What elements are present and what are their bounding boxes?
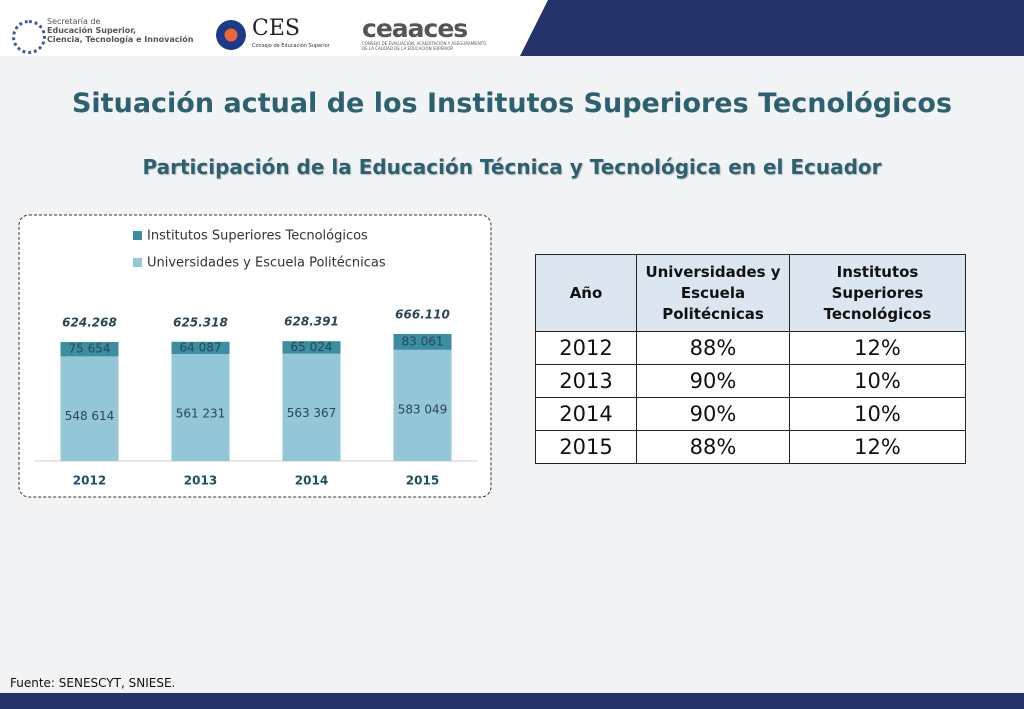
logo-text: Consejo de Educación Superior (252, 43, 330, 49)
logo-icon (216, 20, 246, 50)
logo-ces: CES (252, 16, 300, 41)
legend-swatch (133, 231, 142, 240)
footer-band (0, 693, 1024, 709)
data-table: Año Universidades y Escuela Politécnicas… (535, 254, 966, 464)
table-row: 2013 90% 10% (535, 364, 966, 398)
logo-icon (12, 20, 46, 54)
logo-ceaaces: ceaaces (362, 14, 468, 43)
x-tick-label: 2015 (406, 474, 439, 488)
title: Situación actual de los Institutos Super… (71, 88, 953, 119)
legend-swatch (133, 258, 142, 267)
total-label: 666.110 (395, 308, 450, 322)
cell: 2013 (535, 364, 637, 398)
logo-text: CONSEJO DE EVALUACIÓN, ACREDITACIÓN Y AS… (362, 41, 487, 51)
table-row: 2012 88% 12% (535, 331, 966, 365)
table-row: 2014 90% 10% (535, 397, 966, 431)
x-tick-label: 2014 (295, 474, 328, 488)
value-label: 561 231 (176, 406, 226, 420)
x-tick-label: 2012 (73, 474, 106, 488)
subtitle: Participación de la Educación Técnica y … (142, 155, 882, 179)
value-label: 64 087 (180, 340, 222, 354)
value-label: 548 614 (65, 409, 115, 423)
cell: 2012 (535, 331, 637, 365)
logo-text: Educación Superior, (47, 26, 137, 36)
cell: 88% (636, 331, 790, 365)
logo-text: Secretaría de (47, 17, 101, 26)
cell: 12% (789, 430, 966, 464)
header-accent (520, 0, 1024, 56)
bar-segment (171, 353, 230, 461)
cell: 90% (636, 397, 790, 431)
bar-segment (60, 341, 119, 357)
header-cell: Institutos Superiores Tecnológicos (789, 254, 966, 332)
cell: 90% (636, 364, 790, 398)
cell: 88% (636, 430, 790, 464)
x-tick-label: 2013 (184, 474, 217, 488)
bar-segment (171, 341, 230, 354)
source-note: Fuente: SENESCYT, SNIESE. (10, 676, 176, 690)
table-header: Año Universidades y Escuela Politécnicas… (535, 254, 966, 332)
value-label: 583 049 (398, 402, 448, 416)
value-label: 75 654 (69, 342, 111, 356)
logo-senescyt: Secretaría de Educación Superior, Cienci… (47, 17, 193, 45)
cell: 2014 (535, 397, 637, 431)
legend-label: Institutos Superiores Tecnológicos (147, 229, 368, 244)
cell: 2015 (535, 430, 637, 464)
logo-text: Ciencia, Tecnología e Innovación (47, 35, 194, 45)
cell: 10% (789, 397, 966, 431)
chart-frame (18, 214, 492, 498)
value-label: 65 024 (291, 340, 333, 354)
total-label: 624.268 (62, 315, 117, 329)
total-label: 628.391 (284, 315, 339, 329)
header-cell: Universidades y Escuela Politécnicas (636, 254, 790, 332)
bar-segment (393, 334, 452, 350)
header-cell: Año (535, 254, 637, 332)
table-row: 2015 88% 12% (535, 430, 966, 464)
bar-segment (60, 356, 119, 461)
cell: 12% (789, 331, 966, 365)
value-label: 83 061 (402, 334, 444, 348)
bar-segment (282, 341, 341, 354)
legend-label: Universidades y Escuela Politécnicas (147, 256, 386, 271)
bar-segment (393, 349, 452, 461)
bar-segment (282, 353, 341, 461)
value-label: 563 367 (287, 406, 337, 420)
total-label: 625.318 (173, 315, 228, 329)
cell: 10% (789, 364, 966, 398)
